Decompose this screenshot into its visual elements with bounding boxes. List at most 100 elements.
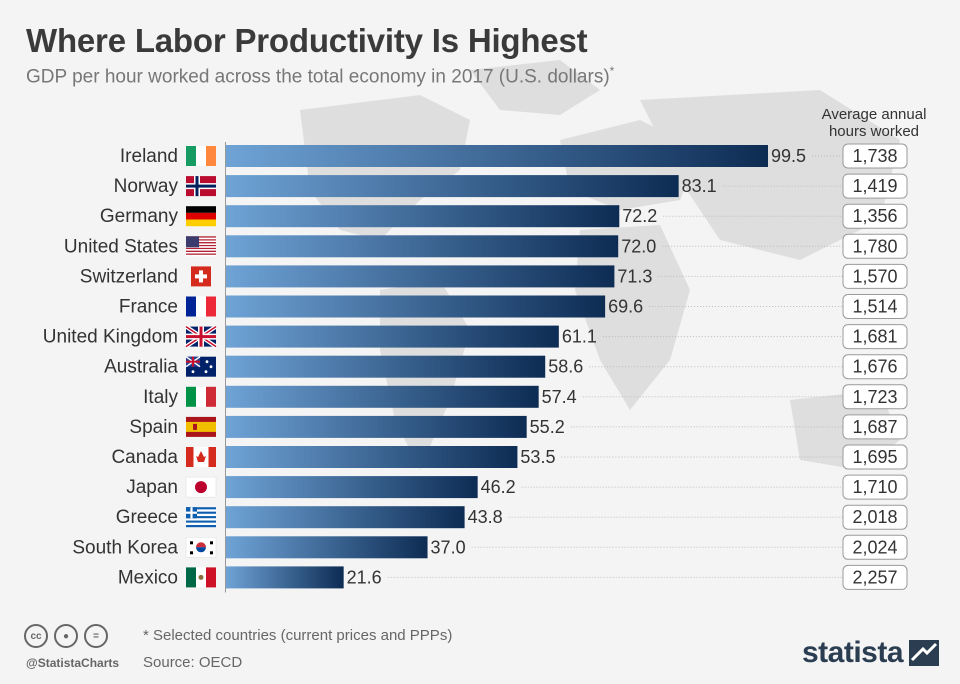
hours-box xyxy=(842,384,908,410)
australia-flag-icon xyxy=(185,356,216,377)
country-label: Switzerland xyxy=(80,266,178,287)
brand-name: statista xyxy=(802,636,904,669)
hours-value: 1,419 xyxy=(852,176,897,196)
subtitle-text: GDP per hour worked across the total eco… xyxy=(26,66,610,88)
bar xyxy=(226,566,344,589)
hours-box xyxy=(842,233,908,259)
hours-box xyxy=(842,173,908,199)
bar xyxy=(226,325,559,348)
country-label: Greece xyxy=(116,507,178,528)
bar xyxy=(226,536,428,559)
united-states-flag-icon xyxy=(186,236,216,257)
value-label: 21.6 xyxy=(347,567,382,587)
hours-value: 1,514 xyxy=(852,297,897,317)
hours-value: 1,687 xyxy=(852,417,897,437)
bar xyxy=(226,205,620,228)
country-label: Norway xyxy=(114,176,179,197)
hours-value: 2,018 xyxy=(852,507,897,527)
germany-flag-icon xyxy=(186,206,216,227)
hours-box xyxy=(842,414,908,440)
italy-flag-icon xyxy=(186,386,216,407)
hours-value: 1,356 xyxy=(852,206,897,226)
switzerland-flag-icon xyxy=(191,266,211,287)
bar xyxy=(226,145,768,167)
country-label: Mexico xyxy=(118,567,178,588)
japan-flag-icon xyxy=(185,476,217,498)
country-label: Ireland xyxy=(120,146,178,167)
country-label: France xyxy=(119,297,178,318)
value-label: 83.1 xyxy=(682,176,717,196)
value-label: 58.6 xyxy=(548,357,583,377)
country-label: Italy xyxy=(143,387,178,408)
hours-value: 2,257 xyxy=(852,567,897,587)
chart-title: Where Labor Productivity Is Highest xyxy=(26,22,588,59)
value-label: 43.8 xyxy=(468,507,503,527)
hours-box xyxy=(842,263,908,289)
cc-icon: cc xyxy=(24,624,48,648)
bar xyxy=(226,235,619,258)
greece-flag-icon xyxy=(186,507,216,528)
license-icons: cc ● = xyxy=(24,624,108,648)
canada-flag-icon xyxy=(186,447,216,467)
country-label: United Kingdom xyxy=(43,327,178,348)
value-label: 46.2 xyxy=(481,477,516,497)
source-note: Source: OECD xyxy=(143,654,243,671)
bar xyxy=(226,355,546,378)
spain-flag-icon xyxy=(186,416,216,437)
value-label: 55.2 xyxy=(530,417,565,437)
value-label: 99.5 xyxy=(771,146,806,166)
value-label: 57.4 xyxy=(542,387,577,407)
hours-value: 1,780 xyxy=(852,236,897,256)
value-label: 69.6 xyxy=(608,297,643,317)
hours-box xyxy=(842,504,908,530)
bar xyxy=(226,295,606,318)
statista-logo: statista xyxy=(802,636,940,670)
social-handle: @StatistaCharts xyxy=(26,656,120,670)
mexico-flag-icon xyxy=(186,567,216,588)
hours-value: 1,676 xyxy=(852,357,897,377)
france-flag-icon xyxy=(186,296,216,317)
country-label: Canada xyxy=(111,447,178,468)
hours-box xyxy=(842,324,908,350)
statista-logo-icon xyxy=(909,640,940,666)
bar xyxy=(226,506,465,529)
hours-box xyxy=(842,143,908,169)
hours-value: 1,723 xyxy=(852,387,897,407)
country-label: Australia xyxy=(104,357,178,378)
value-label: 72.0 xyxy=(621,236,656,256)
hours-box xyxy=(842,534,908,560)
footnote: * Selected countries (current prices and… xyxy=(143,627,453,644)
united-kingdom-flag-icon xyxy=(184,324,218,349)
bar xyxy=(226,175,679,198)
bar xyxy=(226,265,615,288)
bar xyxy=(226,446,518,468)
chart-subtitle: GDP per hour worked across the total eco… xyxy=(26,64,614,88)
value-label: 53.5 xyxy=(520,447,555,467)
hours-column-header: Average annual hours worked xyxy=(821,106,927,140)
value-label: 37.0 xyxy=(431,537,466,557)
country-label: United States xyxy=(64,236,178,257)
south-korea-flag-icon xyxy=(185,537,217,558)
norway-flag-icon xyxy=(186,176,216,197)
value-label: 61.1 xyxy=(562,327,597,347)
hours-box xyxy=(842,203,908,229)
hours-value: 1,710 xyxy=(852,477,897,497)
value-label: 71.3 xyxy=(617,266,652,286)
hours-box xyxy=(842,354,908,380)
bar xyxy=(226,415,527,438)
by-icon: ● xyxy=(54,624,78,648)
ireland-flag-icon xyxy=(186,146,216,166)
hours-box xyxy=(842,564,908,590)
hours-value: 2,024 xyxy=(852,537,897,557)
bar xyxy=(226,476,478,499)
equals-icon: = xyxy=(84,624,108,648)
country-label: South Korea xyxy=(72,537,178,558)
country-label: Japan xyxy=(126,477,178,498)
bar xyxy=(226,385,539,408)
hours-value: 1,681 xyxy=(852,327,897,347)
country-label: Germany xyxy=(100,206,179,227)
value-label: 72.2 xyxy=(622,206,657,226)
hours-box xyxy=(842,294,908,319)
